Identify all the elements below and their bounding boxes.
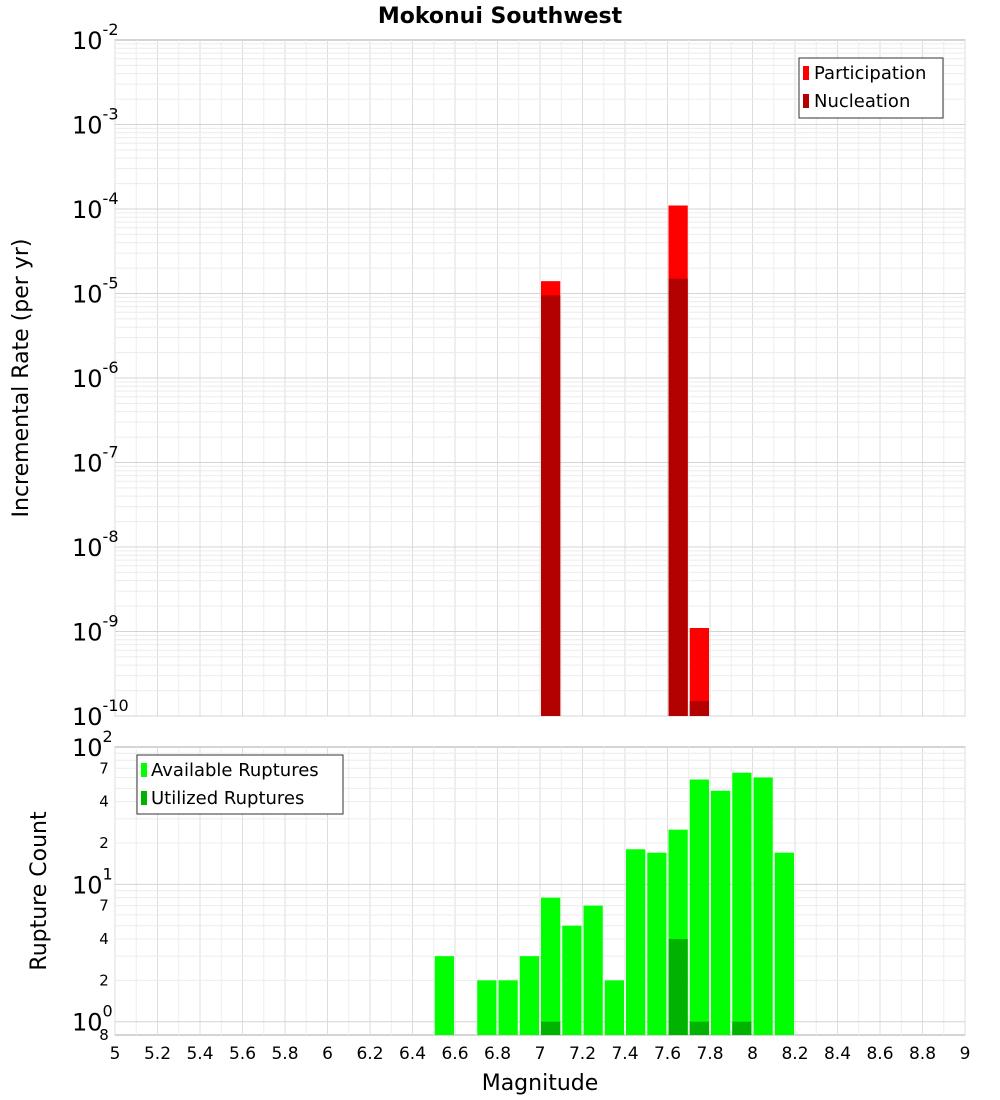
count-y-minor-label: 2 bbox=[99, 834, 109, 852]
bar-utilized-ruptures bbox=[541, 1021, 561, 1035]
bar-utilized-ruptures bbox=[689, 1021, 709, 1035]
legend-label-participation: Participation bbox=[814, 63, 926, 84]
bar-nucleation bbox=[689, 701, 709, 716]
rate-legend-box bbox=[798, 57, 944, 119]
count-y-tick-label: 100 bbox=[72, 1002, 113, 1037]
count-y-minor-label: 4 bbox=[99, 793, 109, 811]
rate-y-tick-label: 10-10 bbox=[72, 696, 129, 731]
rate-y-axis-label: Incremental Rate (per yr) bbox=[9, 239, 34, 518]
bar-available-ruptures bbox=[498, 980, 518, 1035]
rate-y-tick-label: 10-2 bbox=[72, 20, 119, 55]
x-tick-label: 8.6 bbox=[866, 1044, 893, 1064]
x-tick-label: 8 bbox=[747, 1044, 758, 1064]
count-legend: Available Ruptures Utilized Ruptures bbox=[136, 754, 344, 815]
x-tick-label: 7.6 bbox=[654, 1044, 681, 1064]
bar-available-ruptures bbox=[689, 779, 709, 1035]
count-y-ticks: 100 101 102 8 2 4 7 2 4 7 bbox=[72, 727, 113, 1044]
x-tick-label: 5.8 bbox=[271, 1044, 298, 1064]
bar-participation bbox=[689, 628, 709, 716]
rate-bars bbox=[541, 205, 709, 716]
legend-label-nucleation: Nucleation bbox=[814, 91, 910, 112]
rate-y-tick-label: 10-8 bbox=[72, 527, 119, 562]
bar-available-ruptures bbox=[626, 849, 646, 1035]
x-tick-label: 6.6 bbox=[441, 1044, 468, 1064]
legend-swatch-nucleation bbox=[803, 94, 809, 108]
rate-y-tick-label: 10-7 bbox=[72, 443, 119, 478]
x-tick-label: 7.2 bbox=[569, 1044, 596, 1064]
bar-utilized-ruptures bbox=[732, 1021, 752, 1035]
bar-available-ruptures bbox=[711, 790, 731, 1035]
bar-nucleation bbox=[668, 278, 688, 716]
rate-y-tick-label: 10-4 bbox=[72, 189, 119, 224]
count-panel: 100 101 102 8 2 4 7 2 4 7 Rupture Count Available… bbox=[27, 727, 966, 1044]
x-tick-label: 5.6 bbox=[229, 1044, 256, 1064]
count-legend-box bbox=[136, 754, 344, 815]
bar-available-ruptures bbox=[519, 956, 539, 1035]
rate-y-tick-label: 10-3 bbox=[72, 105, 119, 140]
bar-available-ruptures bbox=[647, 852, 667, 1035]
bar-available-ruptures bbox=[732, 772, 752, 1035]
bar-nucleation bbox=[541, 295, 561, 716]
bar-available-ruptures bbox=[434, 956, 454, 1035]
count-bars bbox=[434, 772, 794, 1035]
x-tick-label: 8.4 bbox=[824, 1044, 851, 1064]
count-y-tick-label: 101 bbox=[72, 864, 113, 899]
rate-y-tick-label: 10-9 bbox=[72, 612, 119, 647]
legend-swatch-available-ruptures bbox=[141, 763, 147, 777]
bar-available-ruptures bbox=[562, 925, 582, 1035]
rate-y-tick-label: 10-6 bbox=[72, 358, 119, 393]
count-y-minor-label: 2 bbox=[99, 971, 109, 989]
count-y-minor-label: 7 bbox=[99, 897, 109, 915]
rate-legend: Participation Nucleation bbox=[798, 57, 944, 119]
legend-label-utilized-ruptures: Utilized Ruptures bbox=[151, 788, 304, 809]
count-y-tick-label: 102 bbox=[72, 727, 113, 762]
x-axis-label: Magnitude bbox=[482, 1071, 599, 1096]
bar-available-ruptures bbox=[477, 980, 497, 1035]
bar-available-ruptures bbox=[541, 897, 561, 1035]
bar-available-ruptures bbox=[604, 980, 624, 1035]
x-tick-label: 6.8 bbox=[484, 1044, 511, 1064]
chart-title: Mokonui Southwest bbox=[378, 4, 623, 29]
rate-y-tick-label: 10-5 bbox=[72, 274, 119, 309]
bar-available-ruptures bbox=[583, 905, 603, 1035]
x-tick-label: 7 bbox=[535, 1044, 546, 1064]
legend-swatch-participation bbox=[803, 66, 809, 80]
legend-label-available-ruptures: Available Ruptures bbox=[151, 760, 319, 781]
x-tick-label: 5.4 bbox=[186, 1044, 213, 1064]
bar-available-ruptures bbox=[753, 777, 773, 1035]
x-tick-label: 8.2 bbox=[781, 1044, 808, 1064]
rate-y-ticks: 10-10 10-9 10-8 10-7 10-6 10-5 10-4 10-3 10-2 bbox=[72, 20, 129, 731]
x-tick-label: 8.8 bbox=[909, 1044, 936, 1064]
x-tick-label: 6.2 bbox=[356, 1044, 383, 1064]
x-tick-label: 7.4 bbox=[611, 1044, 638, 1064]
x-tick-label: 6.4 bbox=[399, 1044, 426, 1064]
count-y-minor-label: 4 bbox=[99, 930, 109, 948]
x-tick-label: 9 bbox=[960, 1044, 971, 1064]
x-tick-label: 7.8 bbox=[696, 1044, 723, 1064]
bar-utilized-ruptures bbox=[668, 939, 688, 1035]
count-y-axis-label: Rupture Count bbox=[27, 811, 52, 971]
x-tick-label: 5 bbox=[110, 1044, 121, 1064]
count-y-minor-label: 8 bbox=[99, 1026, 109, 1044]
rate-gridlines bbox=[114, 40, 966, 717]
legend-swatch-utilized-ruptures bbox=[141, 791, 147, 805]
x-tick-labels: 5 5.2 5.4 5.6 5.8 6 6.2 6.4 6.6 6.8 7 7.2 7.4 7.6 7.8 8… bbox=[110, 1044, 971, 1064]
bar-available-ruptures bbox=[774, 852, 794, 1035]
count-y-minor-label: 7 bbox=[99, 759, 109, 777]
x-tick-label: 6 bbox=[322, 1044, 333, 1064]
rate-panel: 10-10 10-9 10-8 10-7 10-6 10-5 10-4 10-3 10-2 In… bbox=[9, 20, 966, 731]
x-tick-label: 5.2 bbox=[144, 1044, 171, 1064]
